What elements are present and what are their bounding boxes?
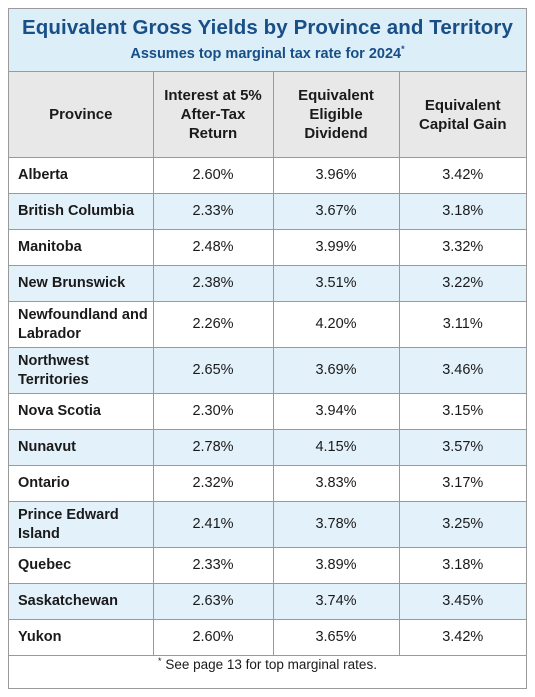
dividend-cell: 3.78% <box>272 501 400 548</box>
dividend-cell: 3.94% <box>272 393 400 430</box>
dividend-cell: 4.15% <box>272 429 400 466</box>
interest-cell: 2.38% <box>152 265 274 302</box>
interest-cell: 2.33% <box>152 547 274 584</box>
table-row: Quebec 2.33% 3.89% 3.18% <box>9 547 526 584</box>
table-body: Alberta 2.60% 3.96% 3.42% British Columbia 2.… <box>9 157 526 656</box>
capital-gain-cell: 3.25% <box>398 501 526 548</box>
province-cell: Alberta <box>9 157 154 194</box>
interest-cell: 2.26% <box>152 301 274 348</box>
interest-cell: 2.65% <box>152 347 274 394</box>
interest-cell: 2.63% <box>152 583 274 620</box>
dividend-cell: 3.69% <box>272 347 400 394</box>
footnote-text: See page 13 for top marginal rates. <box>165 657 377 672</box>
interest-cell: 2.60% <box>152 619 274 656</box>
capital-gain-cell: 3.11% <box>398 301 526 348</box>
dividend-cell: 3.65% <box>272 619 400 656</box>
yields-table: Province Interest at 5% After-Tax Return… <box>9 71 526 656</box>
dividend-cell: 3.51% <box>272 265 400 302</box>
dividend-cell: 3.67% <box>272 193 400 230</box>
interest-cell: 2.33% <box>152 193 274 230</box>
table-row: Newfoundland and Labrador 2.26% 4.20% 3.11% <box>9 301 526 348</box>
subtitle-footnote-marker: * <box>401 44 405 54</box>
interest-cell: 2.32% <box>152 465 274 502</box>
province-cell: Newfoundland and Labrador <box>9 301 154 348</box>
dividend-cell: 3.99% <box>272 229 400 266</box>
table-row: British Columbia 2.33% 3.67% 3.18% <box>9 193 526 230</box>
header-province: Province <box>9 71 154 158</box>
table-row: Nova Scotia 2.30% 3.94% 3.15% <box>9 393 526 430</box>
dividend-cell: 3.89% <box>272 547 400 584</box>
table-row: Saskatchewan 2.63% 3.74% 3.45% <box>9 583 526 620</box>
capital-gain-cell: 3.18% <box>398 547 526 584</box>
subtitle-text: Assumes top marginal tax rate for 2024 <box>130 46 402 62</box>
table-row: New Brunswick 2.38% 3.51% 3.22% <box>9 265 526 302</box>
table-row: Yukon 2.60% 3.65% 3.42% <box>9 619 526 656</box>
province-cell: Manitoba <box>9 229 154 266</box>
interest-cell: 2.78% <box>152 429 274 466</box>
capital-gain-cell: 3.15% <box>398 393 526 430</box>
footnote-marker: * <box>158 656 162 666</box>
dividend-cell: 3.96% <box>272 157 400 194</box>
table-row: Nunavut 2.78% 4.15% 3.57% <box>9 429 526 466</box>
interest-cell: 2.60% <box>152 157 274 194</box>
province-cell: Nunavut <box>9 429 154 466</box>
capital-gain-cell: 3.18% <box>398 193 526 230</box>
interest-cell: 2.48% <box>152 229 274 266</box>
province-cell: Prince Edward Island <box>9 501 154 548</box>
interest-cell: 2.30% <box>152 393 274 430</box>
province-cell: Northwest Territories <box>9 347 154 394</box>
header-row: Province Interest at 5% After-Tax Return… <box>9 71 526 158</box>
capital-gain-cell: 3.17% <box>398 465 526 502</box>
province-cell: Ontario <box>9 465 154 502</box>
capital-gain-cell: 3.45% <box>398 583 526 620</box>
footnote: * See page 13 for top marginal rates. <box>9 656 526 672</box>
capital-gain-cell: 3.22% <box>398 265 526 302</box>
table-title: Equivalent Gross Yields by Province and … <box>22 16 513 39</box>
capital-gain-cell: 3.46% <box>398 347 526 394</box>
header-dividend: Equivalent Eligible Dividend <box>272 71 400 158</box>
yields-table-panel: Equivalent Gross Yields by Province and … <box>8 8 527 689</box>
interest-cell: 2.41% <box>152 501 274 548</box>
header-interest: Interest at 5% After-Tax Return <box>152 71 274 158</box>
title-band: Equivalent Gross Yields by Province and … <box>9 9 526 71</box>
province-cell: Nova Scotia <box>9 393 154 430</box>
province-cell: Saskatchewan <box>9 583 154 620</box>
table-row: Alberta 2.60% 3.96% 3.42% <box>9 157 526 194</box>
capital-gain-cell: 3.42% <box>398 619 526 656</box>
province-cell: Yukon <box>9 619 154 656</box>
province-cell: Quebec <box>9 547 154 584</box>
province-cell: New Brunswick <box>9 265 154 302</box>
table-row: Northwest Territories 2.65% 3.69% 3.46% <box>9 347 526 394</box>
capital-gain-cell: 3.42% <box>398 157 526 194</box>
table-row: Manitoba 2.48% 3.99% 3.32% <box>9 229 526 266</box>
dividend-cell: 4.20% <box>272 301 400 348</box>
capital-gain-cell: 3.57% <box>398 429 526 466</box>
capital-gain-cell: 3.32% <box>398 229 526 266</box>
dividend-cell: 3.74% <box>272 583 400 620</box>
header-capital-gain: Equivalent Capital Gain <box>398 71 526 158</box>
table-subtitle: Assumes top marginal tax rate for 2024* <box>9 44 526 62</box>
province-cell: British Columbia <box>9 193 154 230</box>
dividend-cell: 3.83% <box>272 465 400 502</box>
table-row: Prince Edward Island 2.41% 3.78% 3.25% <box>9 501 526 548</box>
table-row: Ontario 2.32% 3.83% 3.17% <box>9 465 526 502</box>
